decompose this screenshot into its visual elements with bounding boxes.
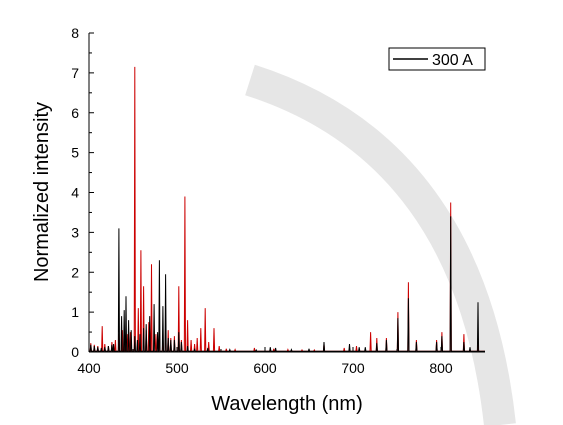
y-tick-label: 0 [71, 344, 79, 360]
y-tick-label: 3 [71, 224, 79, 240]
y-axis-title: Normalized intensity [31, 102, 53, 282]
x-tick-label: 500 [165, 360, 189, 376]
x-tick-label: 400 [77, 360, 101, 376]
ticks: 400 500 600 700 800 0 1 2 3 4 5 6 7 8 [71, 25, 453, 376]
x-axis-title: Wavelength (nm) [211, 393, 363, 415]
series-line-0 [89, 216, 485, 352]
x-tick-label: 800 [429, 360, 453, 376]
y-tick-label: 2 [71, 264, 79, 280]
watermark-arc [245, 64, 516, 425]
y-tick-label: 4 [71, 185, 79, 201]
legend: 300 A [388, 47, 486, 71]
legend-label-300a: 300 A [432, 52, 473, 69]
y-tick-label: 8 [71, 25, 79, 41]
y-tick-label: 6 [71, 105, 79, 121]
plot-lines [89, 66, 485, 352]
x-tick-label: 600 [253, 360, 277, 376]
legend-box [388, 47, 486, 71]
y-tick-label: 1 [71, 304, 79, 320]
y-tick-label: 5 [71, 145, 79, 161]
x-tick-label: 700 [341, 360, 365, 376]
y-tick-label: 7 [71, 65, 79, 81]
